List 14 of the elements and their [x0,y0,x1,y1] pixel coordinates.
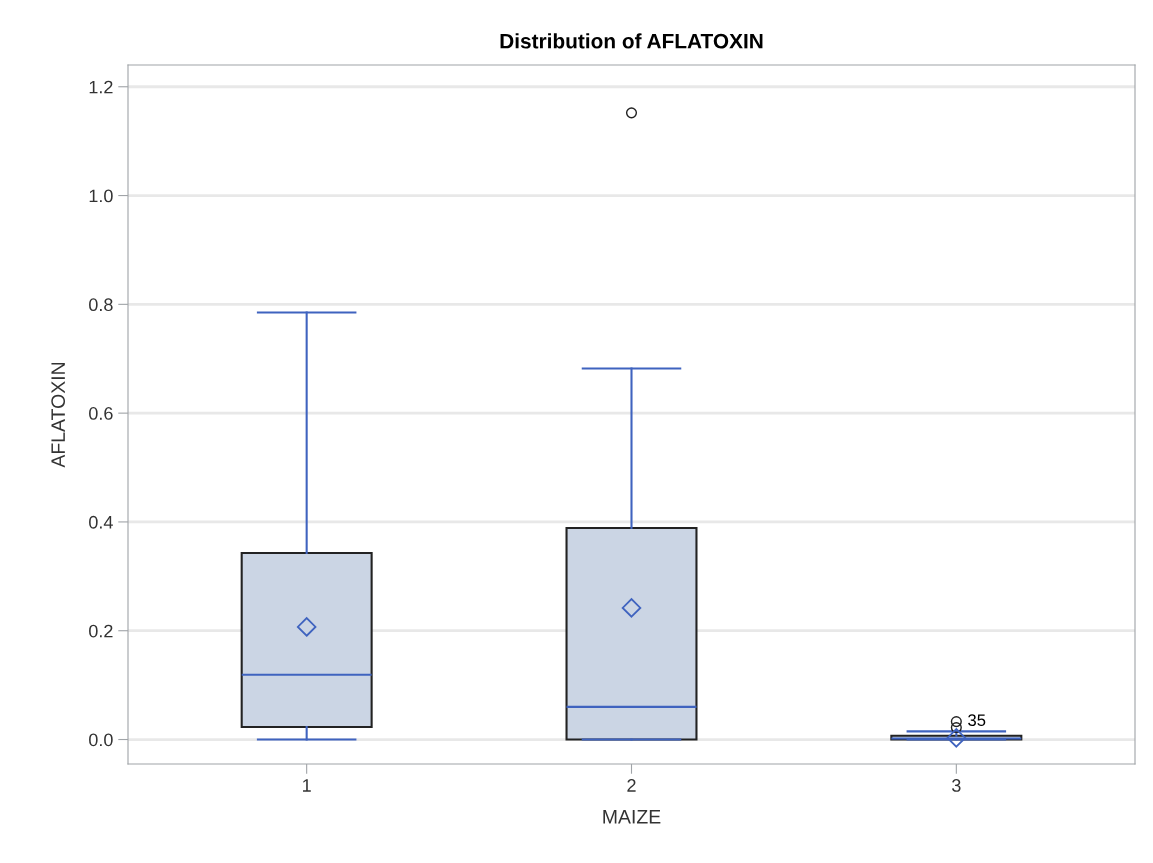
x-tick-label: 1 [303,779,311,792]
y-tick-label: 1.2 [89,80,113,94]
y-tick-label: 0.2 [89,624,113,638]
y-tick-label: 0.0 [89,733,113,747]
annotation: 35 [968,714,986,727]
x-tick-label: 2 [627,779,636,792]
y-tick-label: 0.6 [89,407,113,420]
y-tick-label: 0.8 [89,298,113,312]
y-axis-title: AFLATOXIN [51,362,66,468]
chart-title: Distribution of AFLATOXIN [500,33,763,49]
y-tick-label: 0.4 [89,515,113,529]
x-tick-label: 3 [952,779,961,792]
y-tick-label: 1.0 [89,189,113,203]
x-axis-title: MAIZE [603,810,661,824]
